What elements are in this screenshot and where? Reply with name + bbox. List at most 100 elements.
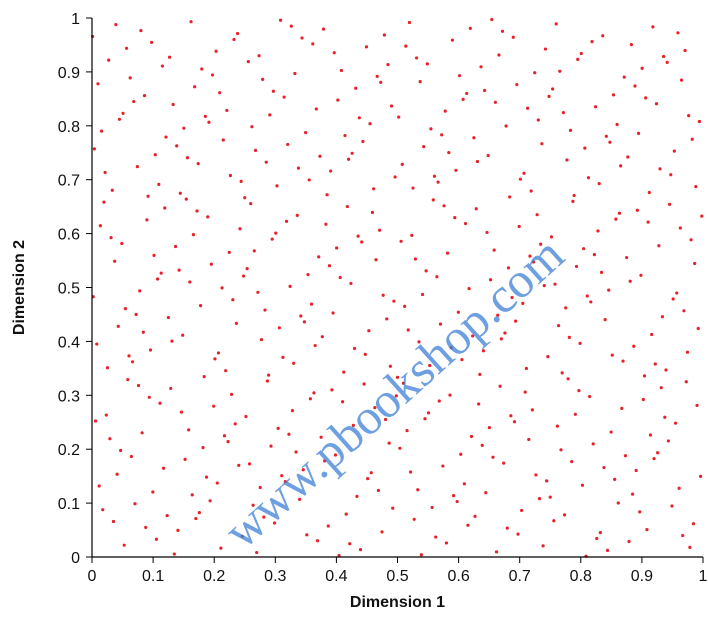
data-point [308,397,312,401]
data-point [574,264,579,269]
y-tick-label: 1 [71,11,80,28]
data-point [518,177,523,181]
data-point [444,541,449,545]
data-point [103,170,107,175]
data-point [432,174,437,178]
data-point [565,158,569,162]
data-point [148,348,153,352]
data-point [419,553,423,557]
data-point [666,439,670,443]
x-tick-label: 0.1 [142,568,164,585]
x-tick-label: 0 [88,568,97,585]
data-point [700,214,704,218]
data-point [336,98,340,102]
data-point [657,244,661,248]
data-point [663,415,667,419]
data-point [323,459,327,463]
data-point [568,128,573,132]
data-point [142,94,147,98]
data-point [399,239,403,243]
data-point [146,194,150,198]
data-point [566,377,570,381]
data-point [139,28,143,33]
data-point [448,393,452,397]
data-point [693,261,697,266]
data-point [646,220,650,224]
data-point [343,133,347,138]
data-point [437,399,441,403]
data-point [120,241,124,246]
data-point [190,493,194,497]
data-point [299,314,303,318]
data-point [431,198,435,202]
data-point [659,386,663,390]
data-point [209,262,213,266]
data-point [699,474,703,479]
data-point [435,275,439,279]
data-point [681,533,685,538]
data-point [290,409,295,413]
data-point [107,58,111,62]
data-point [304,131,308,135]
data-point [214,49,218,53]
data-point [650,332,654,337]
data-point [438,322,443,326]
data-point [590,40,594,44]
data-point [108,437,112,441]
data-point [558,69,562,73]
data-point [500,29,505,33]
data-point [261,77,265,81]
data-point [555,424,560,428]
data-point [207,120,211,124]
data-point [178,191,182,195]
data-point [247,462,252,466]
data-point [667,202,672,206]
data-point [172,552,176,556]
data-point [333,453,338,457]
data-point [225,108,229,113]
data-point [166,315,170,320]
data-point [135,165,139,169]
data-point [355,494,359,498]
data-point [580,483,585,487]
data-point [561,111,565,115]
data-point [127,354,131,358]
data-point [573,412,577,416]
data-point [392,299,396,303]
data-point [497,53,501,57]
data-point [484,491,488,495]
data-point [625,255,629,260]
data-point [109,235,113,240]
data-point [115,472,119,476]
data-point [493,100,497,104]
data-point [428,363,432,368]
data-point [151,490,155,494]
data-point [228,173,233,178]
data-point [370,210,375,215]
data-point [523,390,527,394]
data-point [277,326,281,330]
data-point [658,167,662,171]
data-point [320,335,324,339]
data-point [335,246,339,250]
data-point [170,339,174,343]
data-point [386,62,390,67]
data-point [522,171,526,175]
data-point [630,492,635,496]
data-point [383,417,388,422]
data-point [257,54,261,58]
data-point [414,56,419,60]
data-point [598,531,602,535]
data-point [226,440,230,444]
data-point [179,410,184,414]
data-point [375,74,379,79]
data-point [557,323,561,328]
data-point [422,145,426,149]
data-point [341,400,345,404]
data-point [292,361,296,365]
data-point [122,543,126,547]
data-point [623,454,628,458]
data-point [536,118,540,122]
data-point [478,372,482,376]
